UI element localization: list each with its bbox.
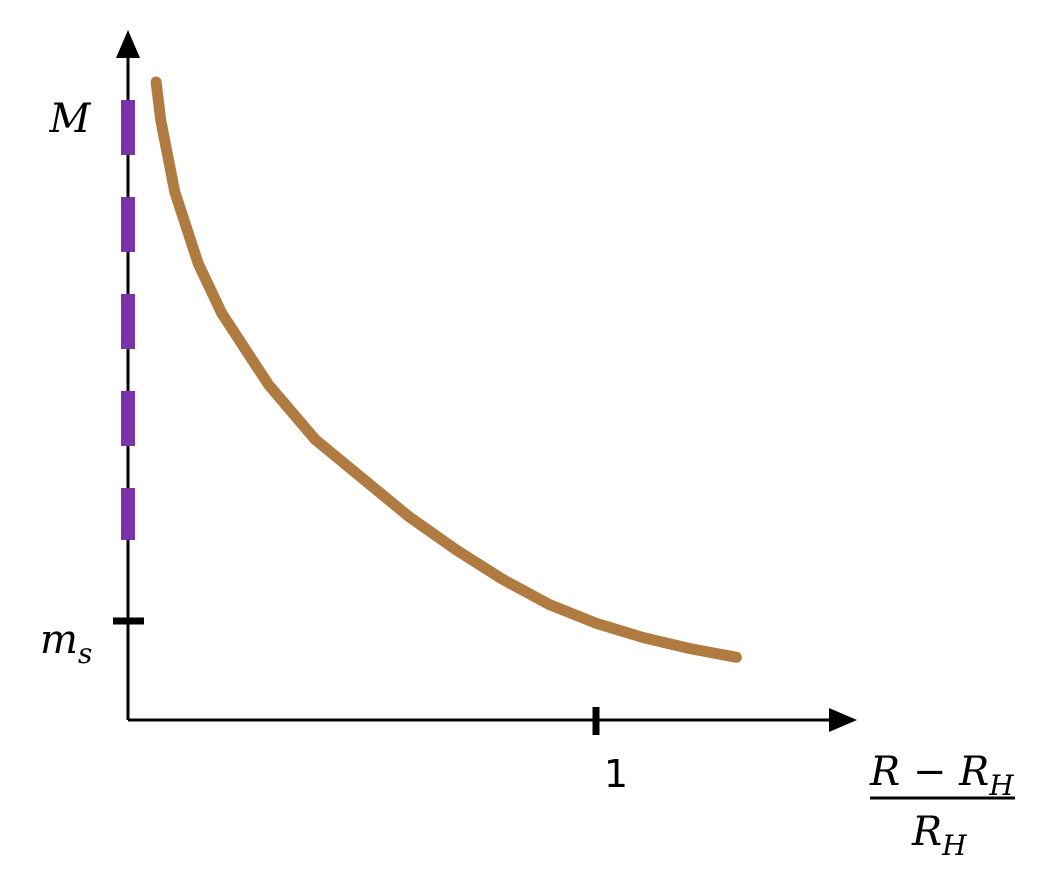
y-tick-label-ms: ms [40, 617, 92, 670]
series-line-curve [150, 76, 742, 663]
x-axis-arrowhead [829, 708, 857, 732]
x-axis-label-denominator-main: R [911, 809, 942, 855]
y-axis-arrowhead [116, 30, 140, 58]
x-tick-label-1: 1 [604, 752, 628, 796]
x-axis-label-numerator: R − RH [869, 749, 1014, 802]
x-axis-label-denominator-sub: H [941, 829, 967, 862]
y-tick-label-M: M [49, 96, 92, 142]
y-tick-label-ms-sub: s [78, 637, 92, 670]
y-tick-label-ms-main: m [40, 617, 78, 663]
x-axis-label-denominator: RH [911, 809, 967, 862]
x-axis-label-numerator-main: R − R [869, 749, 989, 795]
